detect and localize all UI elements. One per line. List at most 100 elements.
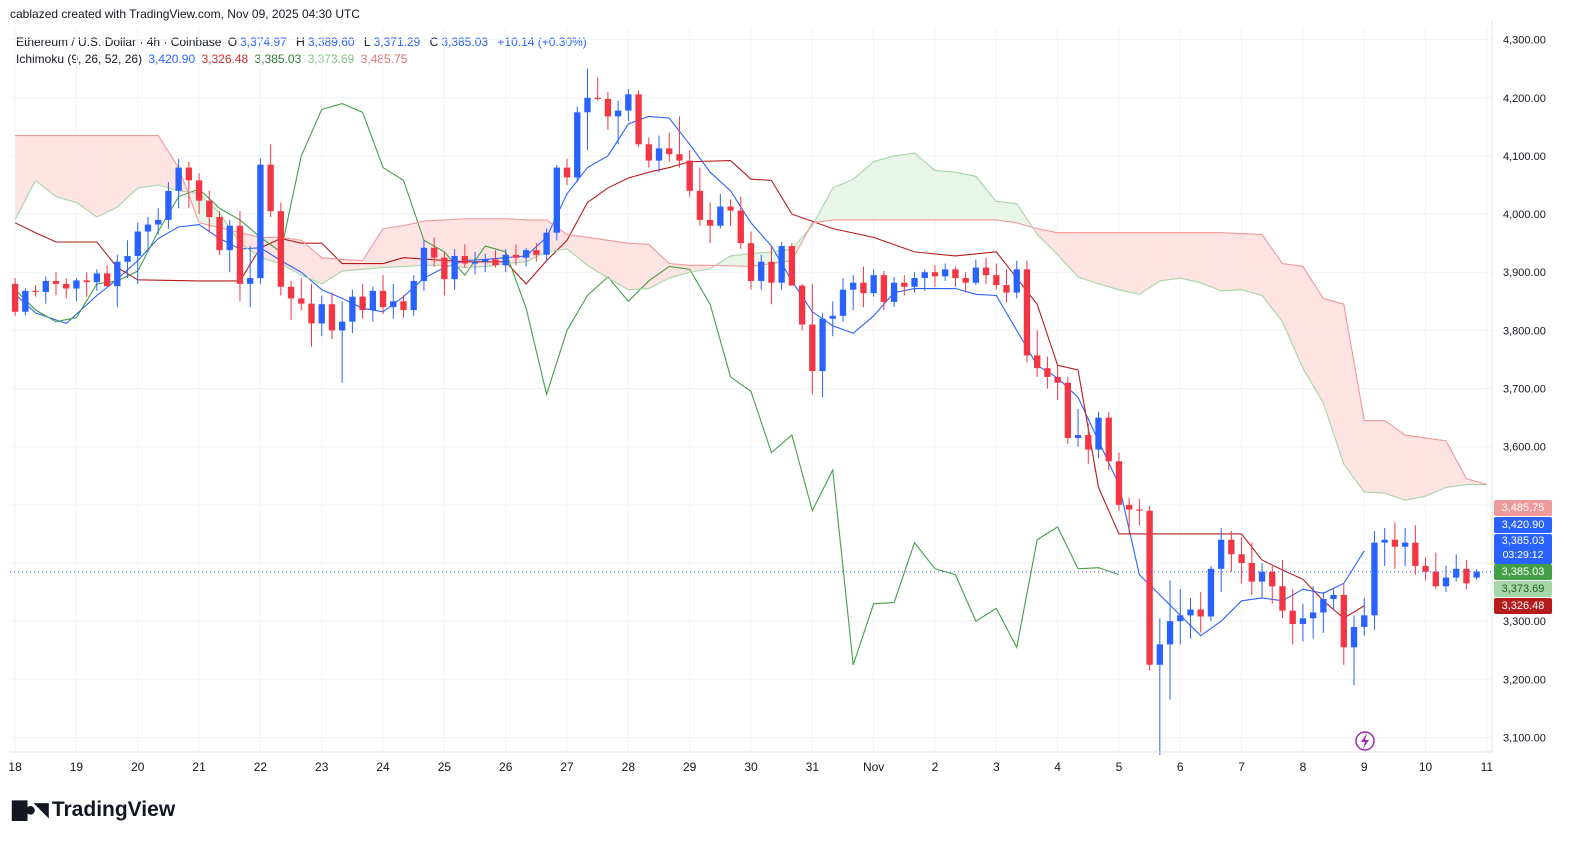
candle <box>1320 592 1327 633</box>
candle <box>553 164 560 241</box>
tradingview-logo[interactable]: ▇●◥ TradingView <box>12 797 175 822</box>
candle <box>1095 411 1102 459</box>
candle-body <box>880 275 888 302</box>
candle <box>1085 423 1092 465</box>
lead-b-price-label: 3,485.75 <box>1494 500 1552 516</box>
candle <box>22 288 29 316</box>
cloud-segment-bearish <box>398 225 404 267</box>
cloud-segment-bearish <box>331 258 338 278</box>
time-tick-label: 30 <box>744 760 758 774</box>
cloud-segment-bearish <box>91 135 97 217</box>
chart-grid <box>10 28 1492 752</box>
cloud-segment-bearish <box>1052 231 1058 255</box>
candle <box>768 246 775 305</box>
cloud-segment-bearish <box>55 135 62 199</box>
candle <box>645 137 652 168</box>
ichimoku-base-value: 3,326.48 <box>201 52 249 66</box>
candle <box>829 301 836 337</box>
candle-body <box>185 167 193 181</box>
candle <box>390 283 397 319</box>
symbol-label[interactable]: Ethereum / U.S. Dollar · 4h · Coinbase <box>16 35 222 49</box>
candle <box>32 285 39 297</box>
candle <box>798 283 806 331</box>
cloud-segment-bearish <box>1042 229 1048 245</box>
candle-body <box>11 283 19 312</box>
candle-body <box>114 261 121 287</box>
cloud-segment-bearish <box>1251 234 1257 295</box>
candle <box>441 251 448 296</box>
candle <box>93 269 101 291</box>
candle-body <box>625 94 632 111</box>
candle-body <box>809 324 816 372</box>
candle-body <box>686 160 693 191</box>
candle <box>226 219 233 273</box>
cloud-segment-bearish <box>30 135 36 191</box>
candle-body <box>1146 510 1153 665</box>
candle <box>1279 560 1286 619</box>
cloud-segment-bearish <box>618 241 624 287</box>
candle <box>1473 569 1480 580</box>
candle-body <box>1074 435 1082 438</box>
cloud-segment-bearish <box>61 135 67 200</box>
candle <box>1289 589 1296 645</box>
candle <box>696 167 704 226</box>
cloud-segment-bearish <box>403 224 409 267</box>
ichimoku-legend-row[interactable]: Ichimoku (9, 26, 52, 26) 3,420.90 3,326.… <box>16 51 590 68</box>
candle <box>277 202 285 296</box>
candle <box>1207 565 1215 622</box>
high-value: 3,389.60 <box>307 35 355 49</box>
cloud-segment-bearish <box>1313 282 1319 395</box>
candle-body <box>1432 571 1439 587</box>
candle-body <box>144 224 152 232</box>
cloud-segment-bearish <box>1384 420 1390 495</box>
candle-body <box>1085 435 1092 450</box>
cloud-segment-bullish <box>950 171 956 220</box>
lightning-icon-bolt <box>1361 733 1369 749</box>
candle-body <box>461 255 468 264</box>
candle <box>1003 269 1010 303</box>
candle <box>993 263 1000 290</box>
cloud-segment-bearish <box>1435 439 1441 492</box>
cloud-segment-bullish <box>878 158 884 220</box>
candle <box>747 231 755 290</box>
cloud-segment-bearish <box>434 220 440 266</box>
candle <box>1228 531 1235 572</box>
candle <box>175 158 182 209</box>
candle <box>1248 542 1255 595</box>
cloud-segment-bearish <box>643 244 649 289</box>
candle-body <box>1320 599 1327 613</box>
cloud-segment-bullish <box>980 182 987 220</box>
candle <box>185 161 193 209</box>
candle-body <box>134 231 141 256</box>
candle-body <box>1412 542 1419 566</box>
cloud-segment-bearish <box>464 218 470 268</box>
candle-body <box>216 216 223 251</box>
conversion-price-label: 3,420.90 <box>1494 517 1552 533</box>
cloud-segment-bearish <box>648 244 654 289</box>
cloud-segment-bearish <box>127 135 133 198</box>
cloud-segment-bearish <box>142 135 148 188</box>
candle-body <box>533 250 540 255</box>
cloud-segment-bearish <box>669 263 675 279</box>
cloud-segment-bearish <box>1078 232 1084 279</box>
cloud-segment-bearish <box>439 219 445 266</box>
candle-body <box>594 97 601 99</box>
time-tick-label: 9 <box>1361 760 1368 774</box>
candle <box>1412 525 1419 575</box>
time-tick-label: 21 <box>192 760 206 774</box>
price-tick-label: 4,300.00 <box>1503 35 1546 47</box>
price-tick-label: 4,200.00 <box>1503 93 1546 105</box>
cloud-segment-bearish <box>1374 420 1380 493</box>
candle <box>911 272 918 293</box>
candle-body <box>1197 609 1204 617</box>
candle-body <box>73 280 80 289</box>
candle <box>982 257 990 284</box>
cloud-segment-bullish <box>924 161 930 220</box>
cloud-segment-bearish <box>572 235 578 258</box>
candle <box>1401 528 1409 566</box>
cloud-segment-bullish <box>1001 201 1007 222</box>
cloud-segment-bearish <box>1272 248 1278 316</box>
cloud-segment-bearish <box>1088 232 1094 283</box>
cloud-segment-bearish <box>1256 234 1263 296</box>
